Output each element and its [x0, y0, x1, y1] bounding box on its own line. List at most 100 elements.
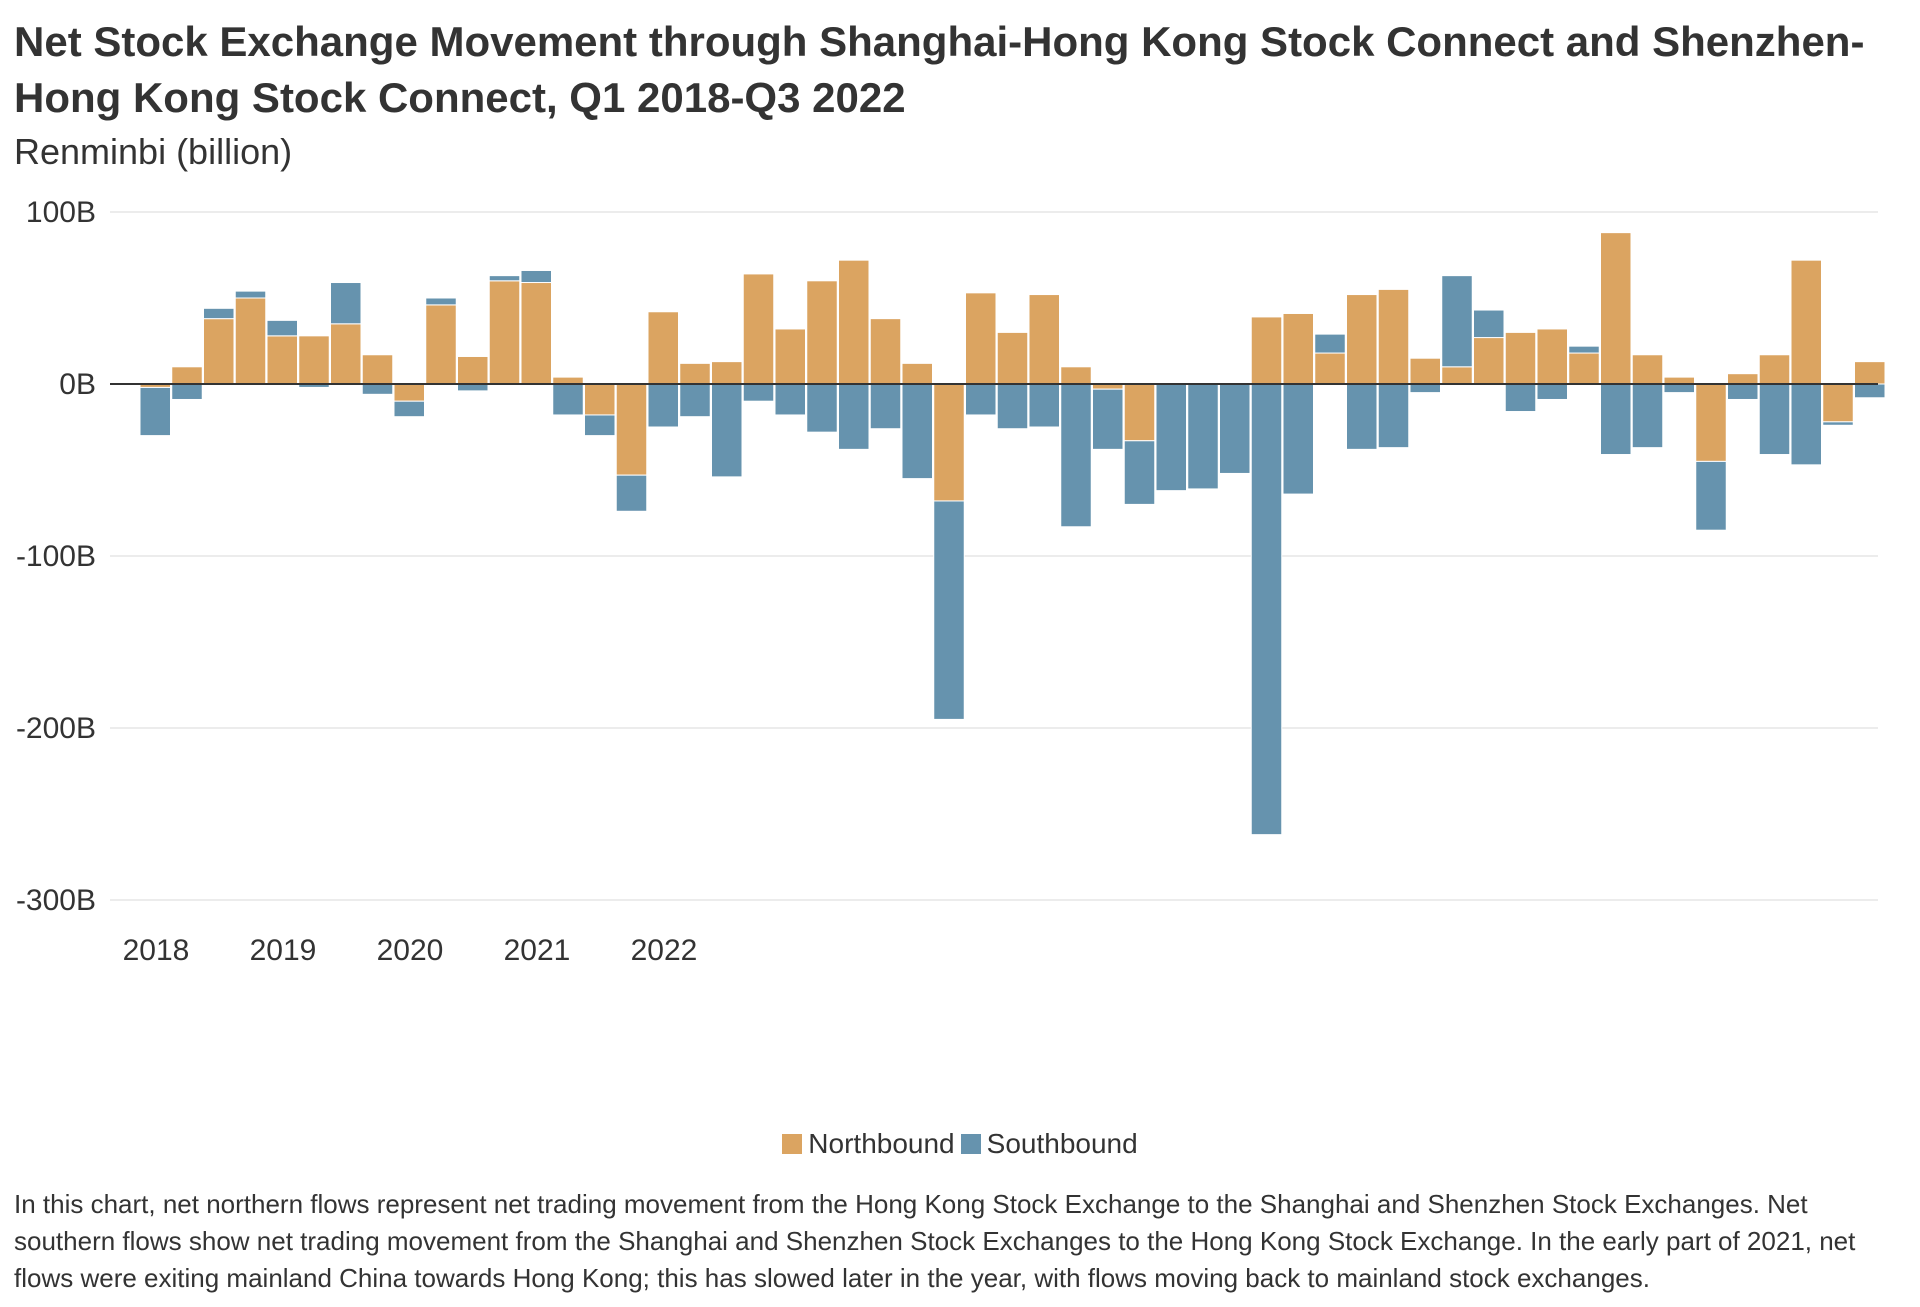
bar-southbound[interactable] — [1377, 383, 1410, 449]
bar-southbound[interactable] — [1282, 383, 1314, 495]
bar-northbound[interactable] — [520, 282, 552, 385]
bar-southbound[interactable] — [1123, 440, 1156, 505]
bar-northbound[interactable] — [330, 323, 362, 385]
bar-northbound[interactable] — [1123, 383, 1156, 442]
bar-northbound[interactable] — [1314, 352, 1346, 385]
bar-northbound[interactable] — [1631, 354, 1664, 385]
bar-northbound[interactable] — [1536, 328, 1568, 385]
bar-northbound[interactable] — [266, 335, 298, 385]
bar-southbound[interactable] — [1441, 275, 1473, 368]
bar-northbound[interactable] — [869, 318, 902, 385]
bar-southbound[interactable] — [393, 400, 425, 418]
bar-northbound[interactable] — [171, 366, 203, 385]
bar-southbound[interactable] — [1695, 460, 1727, 531]
bar-northbound[interactable] — [457, 355, 489, 385]
bar-northbound[interactable] — [1504, 331, 1537, 385]
bar-southbound[interactable] — [1822, 421, 1854, 426]
bar-northbound[interactable] — [361, 354, 394, 385]
bar-southbound[interactable] — [1155, 383, 1187, 492]
bar-northbound[interactable] — [1758, 354, 1791, 385]
bar-southbound[interactable] — [1409, 383, 1441, 394]
bar-northbound[interactable] — [1822, 383, 1854, 423]
bar-southbound[interactable] — [1028, 383, 1060, 428]
bar-northbound[interactable] — [806, 280, 838, 385]
bar-southbound[interactable] — [361, 383, 394, 395]
bar-southbound[interactable] — [1536, 383, 1568, 400]
bar-northbound[interactable] — [679, 362, 711, 385]
bar-northbound[interactable] — [1473, 337, 1505, 385]
bar-northbound[interactable] — [584, 383, 616, 416]
bar-southbound[interactable] — [266, 319, 298, 337]
bar-southbound[interactable] — [1854, 383, 1886, 399]
bar-northbound[interactable] — [1060, 366, 1092, 385]
bar-southbound[interactable] — [1790, 383, 1822, 466]
bar-northbound[interactable] — [901, 362, 933, 385]
bar-southbound[interactable] — [647, 383, 679, 428]
bar-northbound[interactable] — [615, 383, 648, 476]
bar-southbound[interactable] — [1568, 345, 1600, 354]
bar-southbound[interactable] — [1092, 388, 1124, 450]
bar-northbound[interactable] — [647, 311, 679, 385]
bar-northbound[interactable] — [1346, 294, 1378, 385]
bar-northbound[interactable] — [1600, 232, 1632, 385]
bar-southbound[interactable] — [869, 383, 902, 430]
bar-southbound[interactable] — [1600, 383, 1632, 456]
bar-southbound[interactable] — [1187, 383, 1219, 490]
bar-northbound[interactable] — [742, 273, 775, 385]
bar-southbound[interactable] — [1314, 333, 1346, 354]
bar-southbound[interactable] — [234, 290, 267, 299]
bar-northbound[interactable] — [1727, 373, 1759, 385]
bar-northbound[interactable] — [711, 361, 743, 385]
bar-southbound[interactable] — [742, 383, 775, 402]
bar-northbound[interactable] — [1409, 357, 1441, 385]
bar-northbound[interactable] — [1663, 376, 1695, 385]
bar-southbound[interactable] — [488, 275, 521, 282]
legend-item-southbound[interactable]: Southbound — [960, 1128, 1138, 1160]
bar-southbound[interactable] — [139, 386, 171, 437]
bar-northbound[interactable] — [298, 335, 330, 385]
bar-southbound[interactable] — [520, 269, 552, 284]
bar-southbound[interactable] — [965, 383, 997, 416]
bar-northbound[interactable] — [965, 292, 997, 385]
bar-southbound[interactable] — [1758, 383, 1791, 456]
bar-northbound[interactable] — [774, 328, 806, 385]
bar-southbound[interactable] — [203, 307, 235, 320]
bar-southbound[interactable] — [996, 383, 1029, 430]
bar-northbound[interactable] — [203, 318, 235, 385]
bar-southbound[interactable] — [1473, 309, 1505, 339]
bar-southbound[interactable] — [1346, 383, 1378, 450]
bar-southbound[interactable] — [457, 383, 489, 392]
bar-southbound[interactable] — [806, 383, 838, 433]
bar-northbound[interactable] — [996, 331, 1029, 385]
bar-northbound[interactable] — [488, 280, 521, 385]
bar-southbound[interactable] — [1727, 383, 1759, 400]
bar-southbound[interactable] — [679, 383, 711, 418]
bar-northbound[interactable] — [1250, 316, 1283, 385]
bar-southbound[interactable] — [1631, 383, 1664, 449]
bar-northbound[interactable] — [838, 259, 870, 385]
bar-northbound[interactable] — [1441, 366, 1473, 385]
bar-northbound[interactable] — [1282, 312, 1314, 385]
bar-northbound[interactable] — [393, 383, 425, 402]
bar-southbound[interactable] — [711, 383, 743, 478]
bar-northbound[interactable] — [1854, 361, 1886, 385]
bar-southbound[interactable] — [1219, 383, 1251, 474]
bar-northbound[interactable] — [1695, 383, 1727, 462]
bar-northbound[interactable] — [1377, 288, 1410, 385]
bar-southbound[interactable] — [584, 414, 616, 437]
bar-southbound[interactable] — [901, 383, 933, 480]
bar-northbound[interactable] — [552, 376, 584, 385]
bar-northbound[interactable] — [234, 297, 267, 385]
bar-southbound[interactable] — [774, 383, 806, 416]
bar-southbound[interactable] — [1663, 383, 1695, 394]
bar-northbound[interactable] — [1028, 294, 1060, 385]
bar-northbound[interactable] — [1568, 352, 1600, 385]
bar-southbound[interactable] — [330, 282, 362, 325]
bar-southbound[interactable] — [1250, 383, 1283, 836]
bar-northbound[interactable] — [933, 383, 965, 502]
bar-southbound[interactable] — [838, 383, 870, 450]
bar-southbound[interactable] — [552, 383, 584, 416]
bar-southbound[interactable] — [171, 383, 203, 400]
bar-northbound[interactable] — [1790, 259, 1822, 385]
bar-southbound[interactable] — [933, 500, 965, 720]
